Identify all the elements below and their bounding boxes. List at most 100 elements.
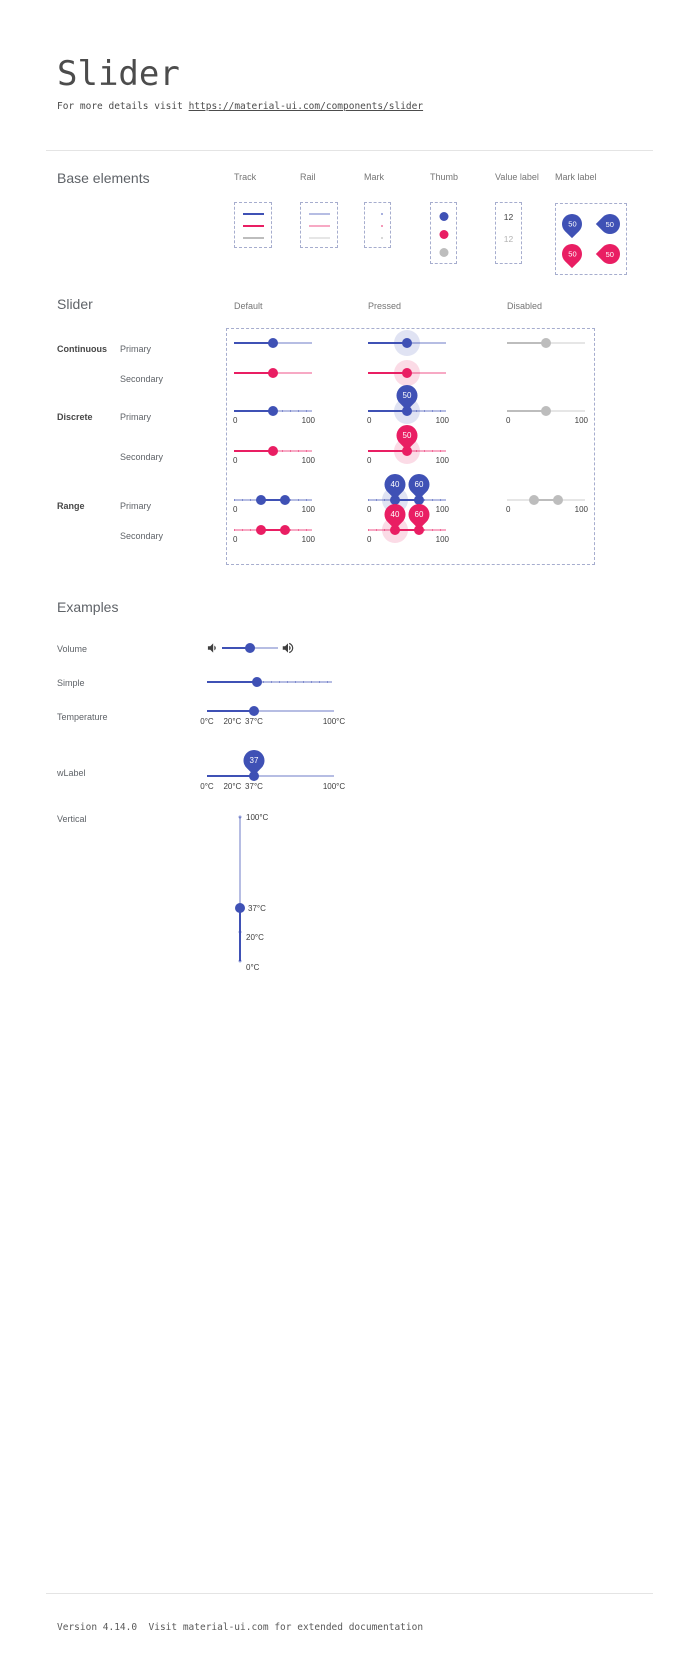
- vertical-mark-label: 0°C: [246, 963, 260, 972]
- slider-thumb[interactable]: [402, 368, 412, 378]
- slider-thumb[interactable]: [402, 406, 412, 416]
- page-title: Slider: [57, 54, 180, 94]
- vertical-mark-label: 100°C: [246, 813, 269, 822]
- page-subtitle: For more details visit https://material-…: [57, 101, 423, 112]
- slider-mark: [238, 930, 242, 934]
- mark-label: 37°C: [245, 782, 263, 791]
- mark-demo-box: [364, 202, 391, 248]
- scale-min: 0: [367, 505, 372, 514]
- scale-max: 100: [301, 535, 315, 544]
- slider-mark: [231, 775, 234, 777]
- slider-thumb[interactable]: [248, 771, 259, 781]
- variant-label-secondary: Secondary: [120, 452, 164, 462]
- column-label-mark-label: Mark label: [555, 172, 597, 182]
- track-sample-disabled: [243, 237, 264, 239]
- slider-track: [395, 529, 419, 531]
- mark-label: 20°C: [223, 717, 242, 726]
- example-label-volume: Volume: [57, 644, 88, 654]
- slider-track: [234, 342, 273, 344]
- slider-thumb-low[interactable]: [390, 525, 401, 535]
- slider-track: [207, 710, 254, 712]
- slider-thumb-high[interactable]: [413, 495, 424, 505]
- slider-track: [368, 450, 407, 452]
- value-label-demo-box: 12 12: [495, 202, 522, 264]
- variant-label-primary: Primary: [120, 412, 151, 422]
- track-sample-secondary: [243, 225, 264, 227]
- thumb-sample-secondary: [439, 230, 448, 239]
- rail-sample-secondary: [309, 225, 330, 227]
- slider-track: [234, 372, 273, 374]
- slider-thumb[interactable]: [402, 338, 412, 348]
- group-label-range: Range: [57, 501, 85, 511]
- slider-thumb-high[interactable]: [279, 495, 290, 505]
- divider-bottom: [46, 1593, 653, 1594]
- mark-label: 37°C: [245, 717, 263, 726]
- slider-rail: [207, 710, 334, 712]
- slider-thumb-low[interactable]: [390, 495, 401, 505]
- mark-sample-primary: [381, 213, 383, 215]
- examples-heading: Examples: [57, 599, 119, 615]
- scale-max: 100: [435, 456, 449, 465]
- scale-min: 0: [233, 416, 238, 425]
- rail-sample-primary: [309, 213, 330, 215]
- volume-down-icon: [207, 643, 216, 653]
- slider-thumb-low: [529, 495, 540, 505]
- column-label-value-label: Value label: [495, 172, 539, 182]
- example-label-vertical: Vertical: [57, 814, 87, 824]
- track-demo-box: [234, 202, 272, 248]
- scale-max: 100: [301, 505, 315, 514]
- slider-track: [207, 681, 257, 683]
- slider-track: [239, 908, 241, 961]
- slider-track: [507, 342, 546, 344]
- slider-thumb-high: [552, 495, 563, 505]
- slider-track: [368, 372, 407, 374]
- scale-min: 0: [506, 505, 511, 514]
- column-label-rail: Rail: [300, 172, 316, 182]
- volume-up-icon: [282, 642, 294, 654]
- slider-thumb[interactable]: [268, 338, 278, 348]
- slider-grid-box: [226, 328, 595, 565]
- thumb-sample-primary: [439, 212, 448, 221]
- slider-thumb-low[interactable]: [256, 525, 267, 535]
- subtitle-text: For more details visit: [57, 101, 183, 112]
- footer-text: Version 4.14.0 Visit material-ui.com for…: [57, 1622, 424, 1633]
- rail-demo-box: [300, 202, 338, 248]
- scale-min: 0: [233, 505, 238, 514]
- vertical-mark-label: 37°C: [248, 904, 266, 913]
- mark-label-balloon-secondary-down: 50: [557, 239, 587, 269]
- slider-thumb[interactable]: [268, 368, 278, 378]
- scale-min: 0: [367, 456, 372, 465]
- thumb-demo-box: [430, 202, 457, 264]
- slider-thumb[interactable]: [248, 706, 259, 716]
- column-label-mark: Mark: [364, 172, 384, 182]
- group-label-continuous: Continuous: [57, 344, 107, 354]
- mark-label-balloon-primary-down: 50: [557, 209, 587, 239]
- docs-link[interactable]: https://material-ui.com/components/slide…: [188, 101, 424, 112]
- variant-label-primary: Primary: [120, 344, 151, 354]
- scale-max: 100: [435, 535, 449, 544]
- slider-mark: [231, 710, 234, 712]
- slider-thumb[interactable]: [402, 446, 412, 456]
- slider-thumb-high[interactable]: [279, 525, 290, 535]
- scale-min: 0: [367, 535, 372, 544]
- slider-track: [395, 499, 419, 501]
- variant-label-primary: Primary: [120, 501, 151, 511]
- slider-track: [234, 450, 273, 452]
- example-label-temperature: Temperature: [57, 712, 108, 722]
- slider-thumb[interactable]: [268, 406, 278, 416]
- slider-thumb[interactable]: [252, 677, 262, 687]
- slider-thumb[interactable]: [245, 643, 255, 653]
- slider-thumb[interactable]: [268, 446, 278, 456]
- scale-max: 100: [301, 416, 315, 425]
- slider-track: [368, 410, 407, 412]
- slider-thumb-high[interactable]: [413, 525, 424, 535]
- slider-mark: [238, 815, 242, 819]
- scale-max: 100: [301, 456, 315, 465]
- mark-label-balloon-primary-left: 50: [595, 209, 625, 239]
- slider-thumb: [541, 406, 551, 416]
- column-label-disabled: Disabled: [507, 301, 543, 311]
- slider-thumb-low[interactable]: [256, 495, 267, 505]
- slider-thumb[interactable]: [235, 903, 245, 913]
- scale-max: 100: [435, 416, 449, 425]
- value-label-sample: 12: [503, 212, 514, 222]
